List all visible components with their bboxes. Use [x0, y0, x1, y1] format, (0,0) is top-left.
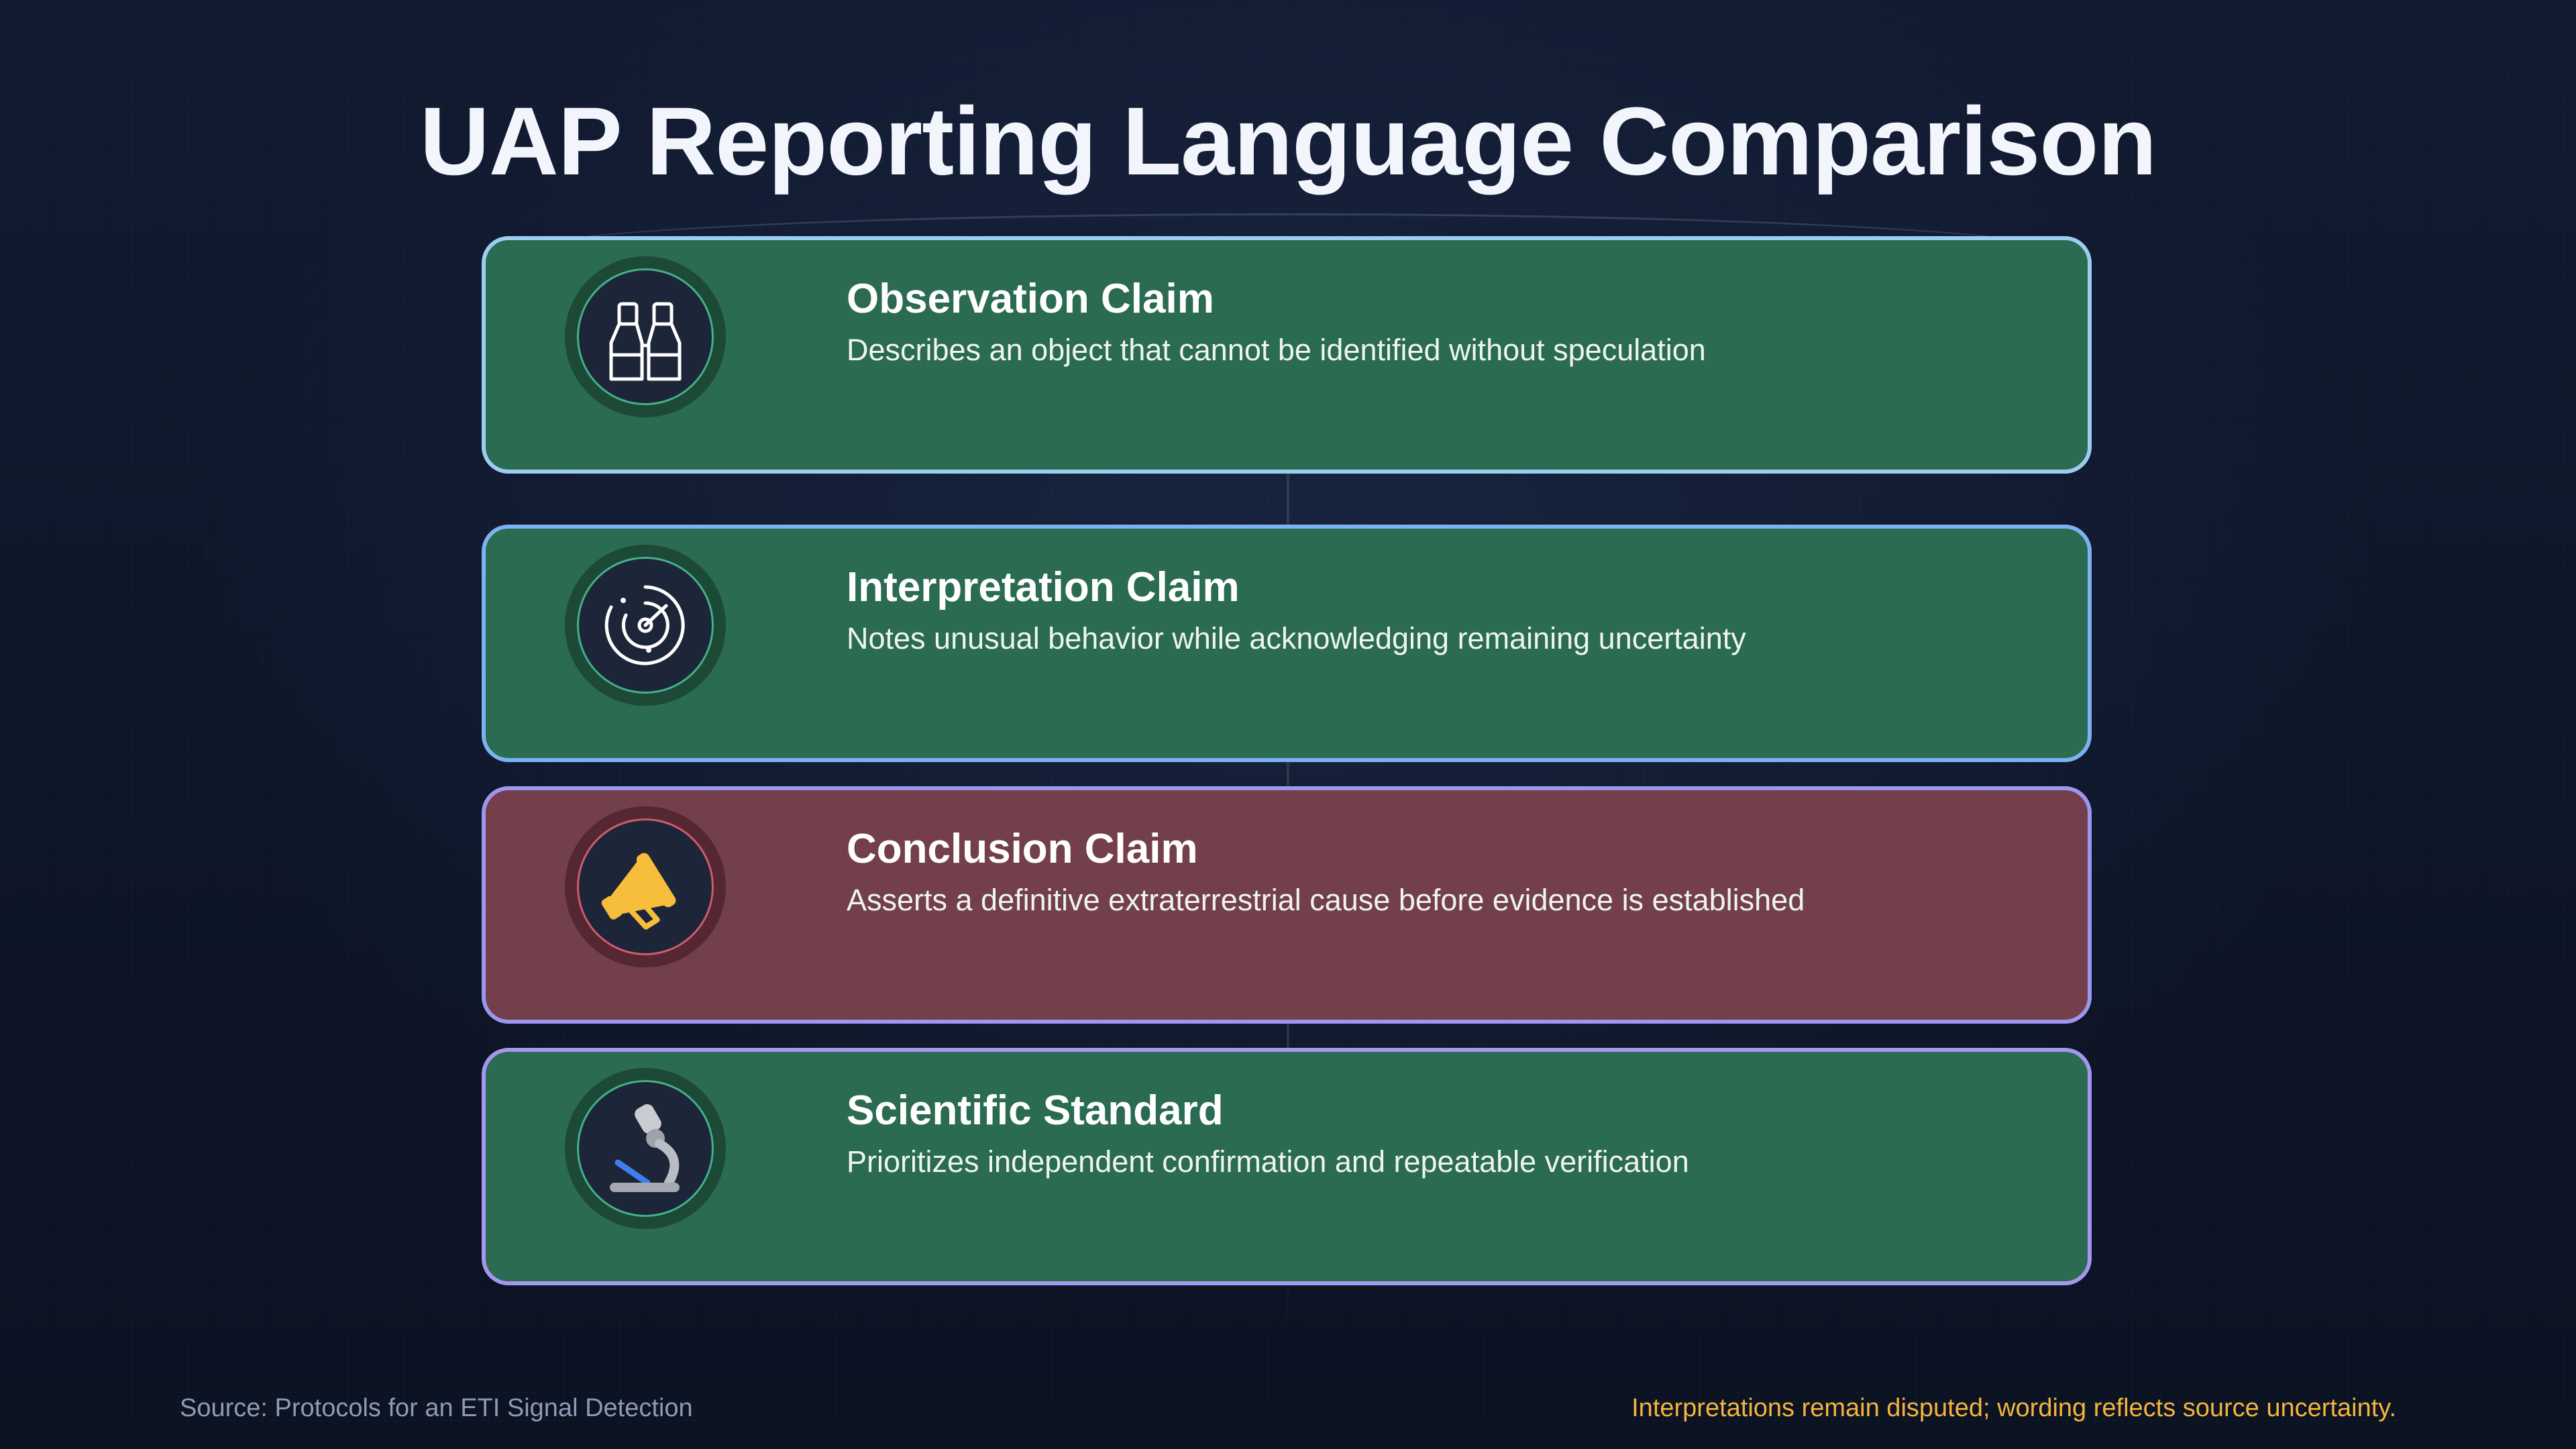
icon-badge — [565, 545, 726, 706]
radar-icon — [604, 585, 685, 665]
card-title: Observation Claim — [847, 276, 1214, 322]
card-conclusion-claim: Conclusion Claim Asserts a definitive ex… — [482, 786, 2092, 1024]
card-title: Interpretation Claim — [847, 564, 1240, 610]
card-scientific-standard: Scientific Standard Prioritizes independ… — [482, 1048, 2092, 1285]
uncertainty-note: Interpretations remain disputed; wording… — [1631, 1394, 2396, 1422]
microscope-icon — [610, 1104, 680, 1192]
source-citation: Source: Protocols for an ETI Signal Dete… — [180, 1394, 693, 1422]
card-observation-claim: Observation Claim Describes an object th… — [482, 236, 2092, 474]
card-description: Describes an object that cannot be ident… — [847, 333, 1706, 367]
megaphone-icon — [601, 853, 676, 930]
card-description: Asserts a definitive extraterrestrial ca… — [847, 883, 1805, 917]
card-title: Conclusion Claim — [847, 826, 1198, 872]
binoculars-icon — [609, 302, 682, 381]
card-interpretation-claim: Interpretation Claim Notes unusual behav… — [482, 525, 2092, 762]
page-title: UAP Reporting Language Comparison — [419, 87, 2157, 195]
card-description: Notes unusual behavior while acknowledgi… — [847, 621, 1746, 655]
icon-badge — [565, 806, 726, 967]
card-title: Scientific Standard — [847, 1087, 1224, 1134]
center-divider-line — [1287, 228, 1289, 1328]
decorative-arc — [496, 213, 2080, 256]
icon-badge — [565, 1068, 726, 1229]
icon-badge — [565, 256, 726, 417]
card-description: Prioritizes independent confirmation and… — [847, 1144, 1689, 1179]
